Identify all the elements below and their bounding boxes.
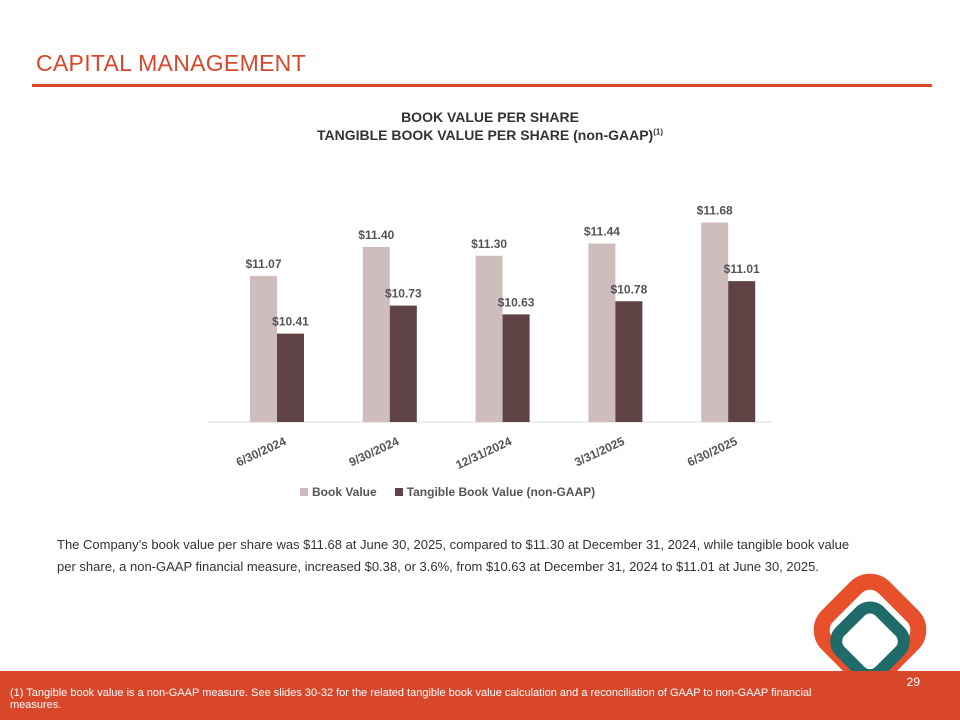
x-tick-label-0: 6/30/2024	[234, 434, 289, 469]
data-label-book-value-2: $11.30	[471, 237, 507, 251]
data-label-tangible-book-value-2: $10.63	[498, 295, 535, 309]
footnote: (1) Tangible book value is a non-GAAP me…	[10, 687, 812, 711]
bar-tangible-book-value-0	[277, 333, 304, 422]
data-label-tangible-book-value-4: $11.01	[724, 262, 760, 276]
chart-title: BOOK VALUE PER SHARE	[401, 109, 579, 125]
legend-swatch-tangible-book-value	[394, 488, 403, 496]
chart-subtitle-text: TANGIBLE BOOK VALUE PER SHARE (non-GAAP)	[316, 127, 654, 143]
data-label-book-value-1: $11.40	[358, 228, 394, 242]
company-logo-icon	[813, 573, 927, 687]
bar-book-value-0	[250, 275, 277, 422]
bar-book-value-3	[588, 243, 616, 422]
data-label-book-value-0: $11.07	[245, 257, 281, 271]
bar-tangible-book-value-1	[389, 305, 417, 422]
chart-subtitle: TANGIBLE BOOK VALUE PER SHARE (non-GAAP)…	[190, 127, 790, 143]
chart-legend: Book Value Tangible Book Value (non-GAAP…	[300, 485, 595, 499]
x-tick-label-2: 12/31/2024	[454, 434, 515, 472]
legend-label-tangible-book-value: Tangible Book Value (non-GAAP)	[406, 485, 596, 499]
chart-subtitle-footnote-ref: (1)	[653, 127, 664, 137]
page-number: 29	[906, 675, 920, 689]
x-tick-label-3: 3/31/2025	[572, 434, 627, 469]
data-label-book-value-3: $11.44	[584, 225, 620, 239]
footer-bar: (1) Tangible book value is a non-GAAP me…	[0, 671, 960, 720]
legend-item-tangible-book-value: Tangible Book Value (non-GAAP)	[394, 485, 596, 499]
bar-book-value-4	[701, 222, 729, 422]
data-label-tangible-book-value-3: $10.78	[611, 282, 648, 296]
x-tick-label-4: 6/30/2025	[685, 434, 740, 469]
data-label-tangible-book-value-0: $10.41	[272, 315, 309, 329]
bar-tangible-book-value-2	[502, 314, 530, 422]
legend-label-book-value: Book Value	[312, 485, 377, 499]
legend-swatch-book-value	[300, 488, 308, 496]
bar-tangible-book-value-3	[615, 301, 643, 422]
data-label-tangible-book-value-1: $10.73	[385, 287, 422, 301]
slide-title: CAPITAL MANAGEMENT	[36, 50, 306, 76]
data-label-book-value-4: $11.68	[697, 204, 733, 218]
legend-item-book-value: Book Value	[300, 485, 377, 499]
bar-book-value-2	[475, 255, 503, 422]
bar-tangible-book-value-4	[728, 281, 756, 422]
title-rule	[32, 84, 932, 87]
x-tick-label-1: 9/30/2024	[347, 434, 402, 469]
bar-book-value-1	[362, 247, 390, 422]
body-paragraph: The Company’s book value per share was $…	[57, 537, 850, 574]
